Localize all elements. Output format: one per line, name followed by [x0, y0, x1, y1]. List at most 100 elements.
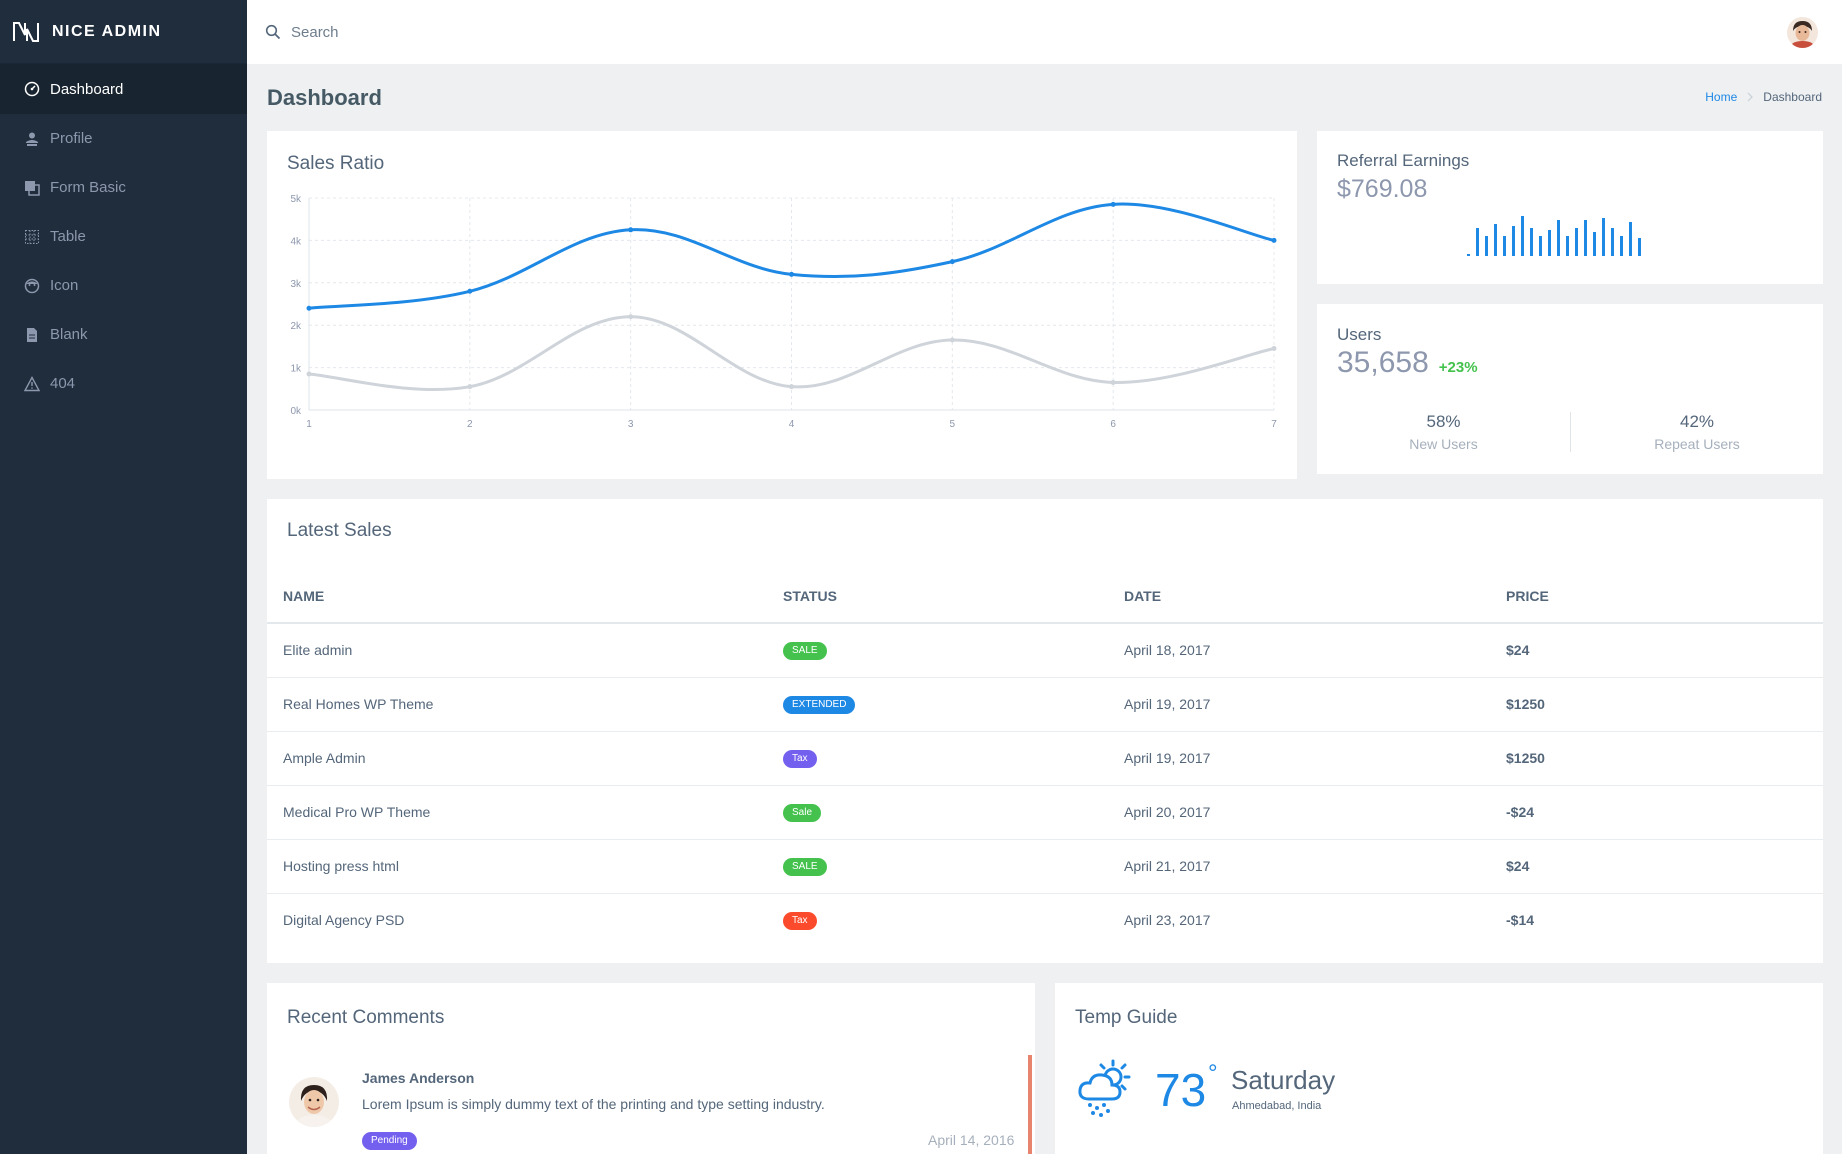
comment-avatar — [289, 1077, 339, 1127]
sale-status: Tax — [767, 893, 1108, 947]
temperature-value: 73 — [1155, 1064, 1207, 1116]
sale-name: Ample Admin — [267, 731, 767, 786]
status-badge: SALE — [783, 858, 827, 876]
sparkline-bar — [1494, 224, 1497, 256]
temperature-unit: ° — [1208, 1060, 1218, 1087]
latest-sales-card: Latest Sales NAME STATUS DATE PRICE Elit… — [267, 499, 1823, 963]
file-icon — [27, 327, 37, 342]
users-title: Users — [1337, 325, 1382, 344]
status-badge: Tax — [783, 912, 817, 931]
referral-sparkline — [1467, 216, 1641, 256]
sales-ratio-chart: 0k 1k 2k 3k 4k 5k 1 2 3 4 5 6 7 — [290, 194, 1277, 430]
sidebar-item-blank[interactable]: Blank — [0, 310, 247, 359]
sparkline-bar — [1584, 220, 1587, 256]
series-point — [949, 337, 955, 343]
users-change: +23% — [1438, 359, 1478, 376]
search-input[interactable] — [291, 23, 591, 41]
sale-status: EXTENDED — [767, 677, 1108, 732]
avatar-image — [1787, 17, 1818, 48]
brand-name: NICE ADMIN — [52, 22, 162, 40]
y-axis-tick-label: 5k — [290, 194, 302, 205]
table-row[interactable]: Digital Agency PSD Tax April 23, 2017 -$14 — [267, 893, 1823, 947]
sale-name: Digital Agency PSD — [283, 912, 405, 929]
sidebar-item-label: Dashboard — [50, 80, 124, 98]
sale-price: -$14 — [1506, 912, 1535, 929]
series-point — [628, 314, 634, 320]
breadcrumb: Home Dashboard — [1705, 90, 1822, 104]
sparkline-bar — [1593, 232, 1596, 256]
x-axis-tick-label: 6 — [1110, 419, 1116, 430]
users-split: 58% New Users 42% Repeat Users — [1317, 412, 1823, 452]
sale-status: Sale — [767, 785, 1108, 840]
sale-price: $24 — [1490, 839, 1823, 894]
table-row[interactable]: Real Homes WP Theme EXTENDED April 19, 201… — [267, 677, 1823, 732]
column-header-price[interactable]: PRICE — [1490, 569, 1823, 624]
table-row[interactable]: Ample Admin Tax April 19, 2017 $1250 — [267, 731, 1823, 786]
sparkline-bar — [1602, 218, 1605, 256]
users-value-group: 35,658 +23% — [1337, 346, 1478, 380]
sale-date: April 19, 2017 — [1108, 731, 1490, 786]
y-axis-tick-label: 4k — [290, 236, 302, 247]
series-point — [949, 259, 955, 265]
breadcrumb-home-link[interactable]: Home — [1705, 90, 1738, 104]
comments-scrollbar[interactable] — [1028, 1055, 1032, 1154]
sparkline-bar — [1485, 236, 1488, 256]
referral-value: $769.08 — [1337, 175, 1428, 203]
sale-date: April 18, 2017 — [1108, 623, 1490, 678]
comment-date: April 14, 2016 — [928, 1132, 1015, 1148]
brand[interactable]: NICE ADMIN — [0, 0, 247, 64]
series-line-1 — [308, 202, 1275, 310]
sparkline-bar — [1575, 228, 1578, 256]
sidebar-item-table[interactable]: Table — [0, 212, 247, 261]
table-row[interactable]: Hosting press html SALE April 21, 2017 $24 — [267, 839, 1823, 894]
sale-date: April 19, 2017 — [1108, 677, 1490, 732]
table-row[interactable]: Elite admin SALE April 18, 2017 $24 — [267, 623, 1823, 678]
status-badge: Sale — [783, 804, 822, 822]
sparkline-bar — [1566, 236, 1569, 256]
topbar — [247, 0, 1842, 64]
series-point — [306, 371, 312, 377]
sparkline-bar — [1611, 228, 1614, 256]
sparkline-bar — [1638, 238, 1641, 256]
sale-price: $1250 — [1490, 677, 1823, 732]
sparkline-bar — [1530, 228, 1533, 256]
referral-title: Referral Earnings — [1337, 151, 1470, 170]
sidebar-item-label: Profile — [50, 130, 93, 147]
comment-text: Lorem Ipsum is simply dummy text of the … — [362, 1096, 825, 1112]
table-row[interactable]: Medical Pro WP Theme Sale April 20, 2017 -$… — [267, 785, 1823, 840]
search-icon[interactable] — [265, 24, 281, 40]
column-header-name[interactable]: NAME — [267, 569, 767, 624]
sidebar-item-form-basic[interactable]: Form Basic — [0, 163, 247, 212]
sidebar-item-icon[interactable]: Icon — [0, 261, 247, 310]
sparkline-bar — [1548, 230, 1551, 256]
search-box — [247, 23, 591, 41]
user-avatar[interactable] — [1787, 17, 1818, 48]
column-header-status[interactable]: STATUS — [767, 569, 1108, 624]
column-header-date[interactable]: DATE — [1108, 569, 1490, 624]
sales-ratio-title: Sales Ratio — [287, 153, 385, 174]
temp-guide-card: Temp Guide 73 ° Saturday Ahmedabad, Indi… — [1055, 983, 1823, 1154]
y-axis-tick-label: 1k — [290, 364, 302, 375]
sale-date: April 20, 2017 — [1108, 785, 1490, 840]
repeat-users-stat: 42% Repeat Users — [1570, 412, 1823, 452]
recent-comments-title: Recent Comments — [287, 1007, 445, 1028]
weather-day: Saturday — [1231, 1065, 1336, 1095]
sidebar-item-dashboard[interactable]: Dashboard — [0, 64, 247, 114]
new-users-label: New Users — [1409, 436, 1478, 452]
y-axis-tick-label: 2k — [290, 321, 302, 332]
sparkline-bar — [1557, 220, 1560, 256]
new-users-stat: 58% New Users — [1317, 412, 1570, 452]
temp-guide-title: Temp Guide — [1075, 1007, 1178, 1028]
sidebar-item-profile[interactable]: Profile — [0, 114, 247, 163]
referral-earnings-card: Referral Earnings $769.08 — [1317, 131, 1823, 284]
y-axis-tick-label: 0k — [290, 406, 302, 417]
sale-name: Medical Pro WP Theme — [267, 785, 767, 840]
sale-date: April 21, 2017 — [1108, 839, 1490, 894]
gauge-icon — [24, 81, 40, 97]
sale-name: Elite admin — [267, 623, 767, 678]
sidebar-item-label: Form Basic — [50, 179, 126, 196]
sidebar-nav: Dashboard Profile Form Basic Table Icon … — [0, 64, 247, 408]
sidebar-item-404[interactable]: 404 — [0, 359, 247, 408]
sale-name: Real Homes WP Theme — [267, 677, 767, 732]
recent-comments-card: Recent Comments James Anderson Lorem Ips… — [267, 983, 1035, 1154]
